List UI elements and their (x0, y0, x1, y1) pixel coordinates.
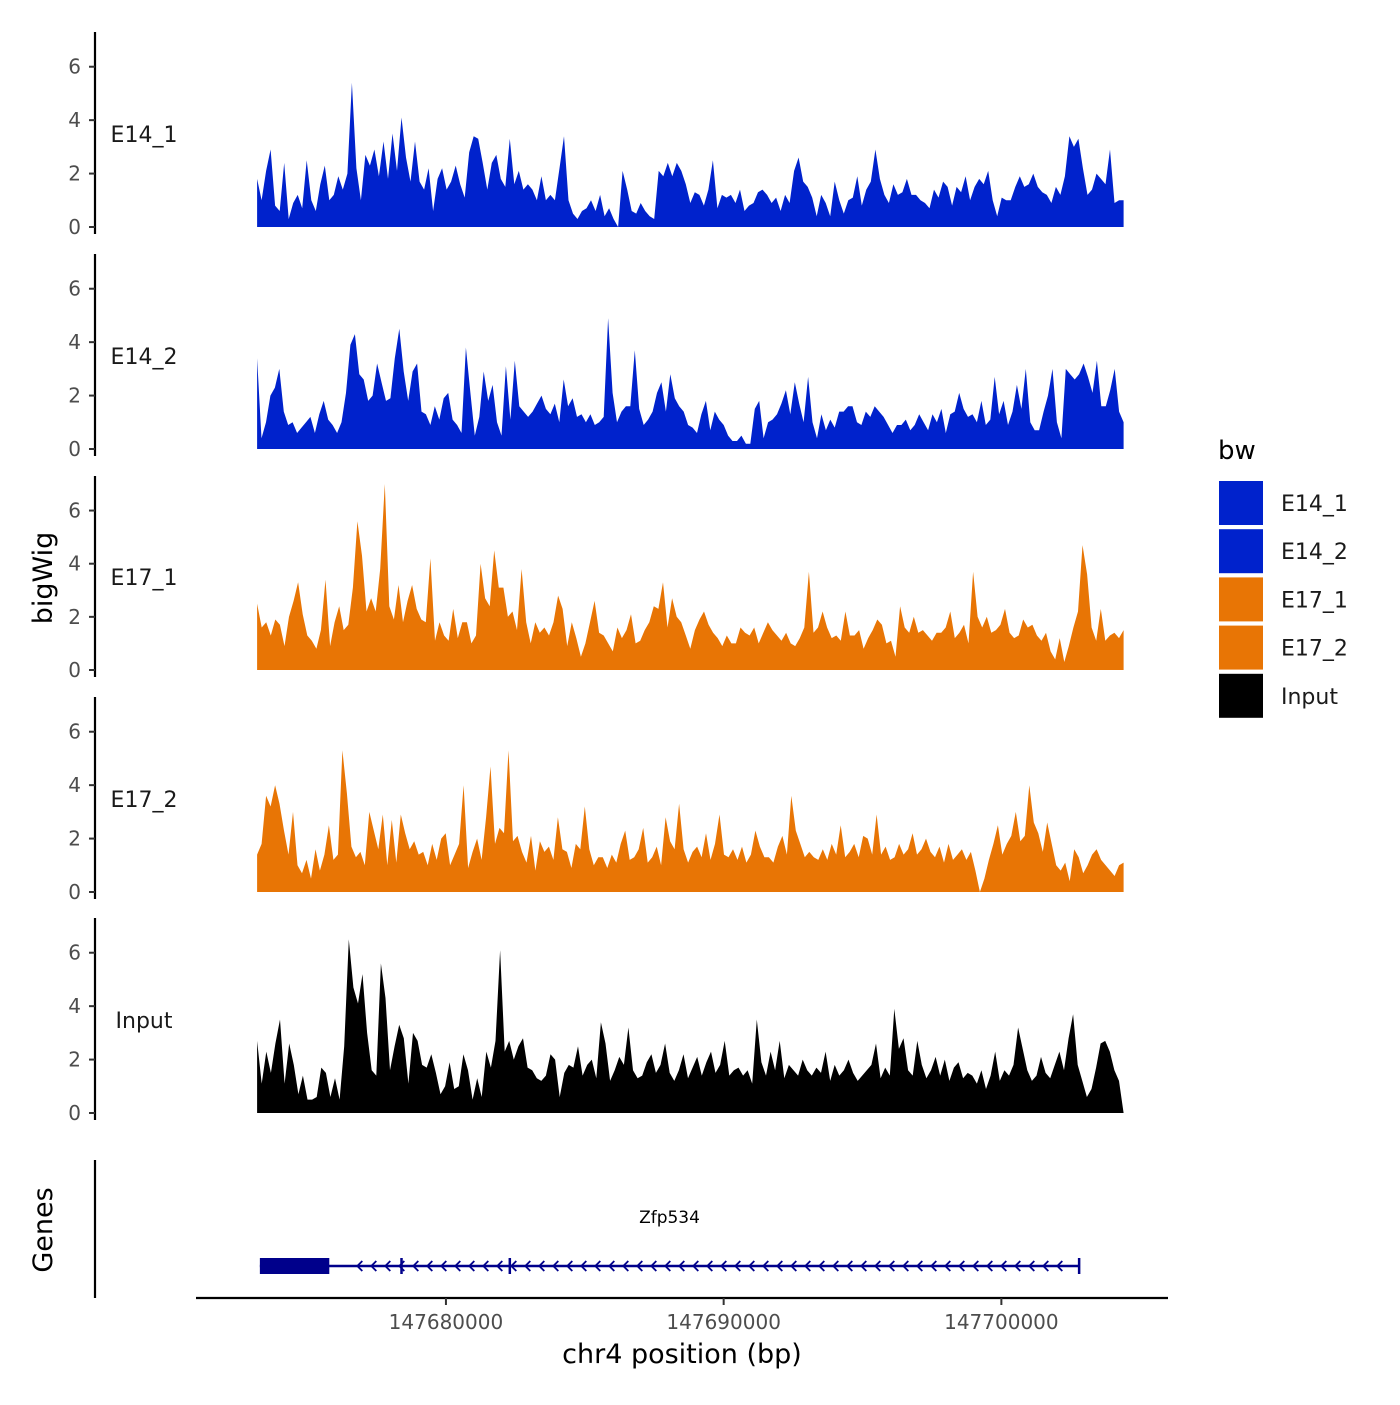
y-tick-label: 2 (68, 605, 81, 629)
track-label: E17_1 (111, 566, 178, 591)
genome-browser-figure: 0 2 4 6 E14_1 0 2 4 6 E14_2 0 2 4 6 E17_1 0 2 4 6 E17_2 0 2 4 6… (0, 0, 1400, 1400)
legend-label: E14_1 (1281, 492, 1348, 517)
y-tick-label: 2 (68, 384, 81, 408)
y-tick-label: 0 (68, 437, 81, 461)
y-tick-label: 4 (68, 994, 81, 1018)
track-panel-e14-1: 0 2 4 6 E14_1 (68, 32, 1123, 239)
y-tick-label: 6 (68, 499, 81, 523)
genome-browser-chart: 0 2 4 6 E14_1 0 2 4 6 E14_2 0 2 4 6 E17_1 0 2 4 6 E17_2 0 2 4 6… (0, 0, 1400, 1400)
track-panel-e17-1: 0 2 4 6 E17_1 (68, 476, 1123, 682)
gene-name-label: Zfp534 (639, 1208, 700, 1228)
legend-label: E14_2 (1281, 540, 1348, 565)
coverage-area-e14-1 (257, 83, 1124, 227)
legend: bw E14_1 E14_2 E17_1 E17_2 Input (1218, 436, 1348, 718)
legend-item-input: Input (1219, 674, 1338, 718)
track-label: E17_2 (111, 788, 178, 813)
legend-swatch (1219, 626, 1263, 670)
legend-label: E17_1 (1281, 588, 1348, 613)
legend-label: Input (1281, 685, 1338, 710)
x-axis-title: chr4 position (bp) (562, 1339, 802, 1370)
x-tick-label: 147690000 (666, 1310, 781, 1334)
legend-title: bw (1218, 436, 1256, 466)
track-label: E14_1 (111, 123, 178, 148)
y-tick-label: 2 (68, 162, 81, 186)
y-tick-label: 0 (68, 215, 81, 239)
genes-panel: Zfp534 (95, 1160, 1079, 1298)
legend-item-e17-1: E17_1 (1219, 577, 1348, 621)
legend-item-e14-2: E14_2 (1219, 529, 1348, 573)
legend-swatch (1219, 674, 1263, 718)
legend-item-e17-2: E17_2 (1219, 626, 1348, 670)
x-tick-label: 147680000 (389, 1310, 504, 1334)
y-tick-label: 0 (68, 658, 81, 682)
y-tick-label: 4 (68, 552, 81, 576)
legend-swatch (1219, 577, 1263, 621)
y-tick-label: 6 (68, 277, 81, 301)
legend-item-e14-1: E14_1 (1219, 481, 1348, 525)
y-tick-label: 6 (68, 941, 81, 965)
legend-swatch (1219, 481, 1263, 525)
x-axis: 147680000 147690000 147700000 (196, 1298, 1168, 1334)
genes-panel-title: Genes (28, 1187, 59, 1272)
coverage-area-e17-1 (257, 484, 1124, 670)
track-panel-input: 0 2 4 6 Input (68, 918, 1123, 1125)
legend-label: E17_2 (1281, 637, 1348, 662)
legend-entries: E14_1 E14_2 E17_1 E17_2 Input (1219, 481, 1348, 718)
coverage-area-input (257, 939, 1124, 1113)
gene-exon-block (260, 1258, 329, 1274)
track-panel-e14-2: 0 2 4 6 E14_2 (68, 254, 1123, 461)
y-tick-label: 0 (68, 1101, 81, 1125)
y-tick-label: 2 (68, 827, 81, 851)
y-tick-label: 4 (68, 330, 81, 354)
y-tick-label: 0 (68, 880, 81, 904)
track-panel-e17-2: 0 2 4 6 E17_2 (68, 697, 1123, 904)
coverage-area-e14-2 (257, 318, 1124, 449)
coverage-area-e17-2 (257, 750, 1124, 892)
legend-swatch (1219, 529, 1263, 573)
track-label: E14_2 (111, 345, 178, 370)
x-tick-label: 147700000 (944, 1310, 1059, 1334)
y-tick-label: 6 (68, 720, 81, 744)
y-tick-label: 2 (68, 1048, 81, 1072)
y-tick-label: 6 (68, 55, 81, 79)
y-axis-title: bigWig (28, 532, 59, 625)
tracks-layer: 0 2 4 6 E14_1 0 2 4 6 E14_2 0 2 4 6 E17_1 0 2 4 6 E17_2 0 2 4 6… (68, 32, 1123, 1125)
y-tick-label: 4 (68, 773, 81, 797)
track-label: Input (116, 1009, 173, 1034)
y-tick-label: 4 (68, 108, 81, 132)
